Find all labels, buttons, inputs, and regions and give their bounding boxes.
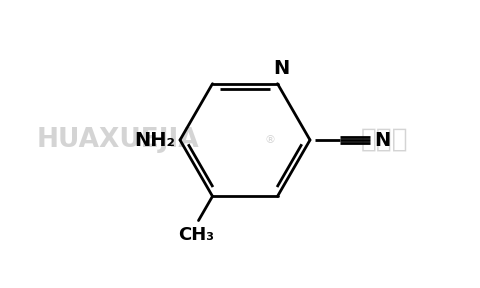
Text: CH₃: CH₃ bbox=[179, 226, 215, 244]
Text: ®: ® bbox=[264, 135, 276, 145]
Text: 化学加: 化学加 bbox=[361, 127, 409, 153]
Text: N: N bbox=[274, 59, 289, 78]
Text: HUAXUEJIA: HUAXUEJIA bbox=[36, 127, 199, 153]
Text: NH₂: NH₂ bbox=[134, 130, 175, 149]
Text: N: N bbox=[374, 130, 390, 149]
